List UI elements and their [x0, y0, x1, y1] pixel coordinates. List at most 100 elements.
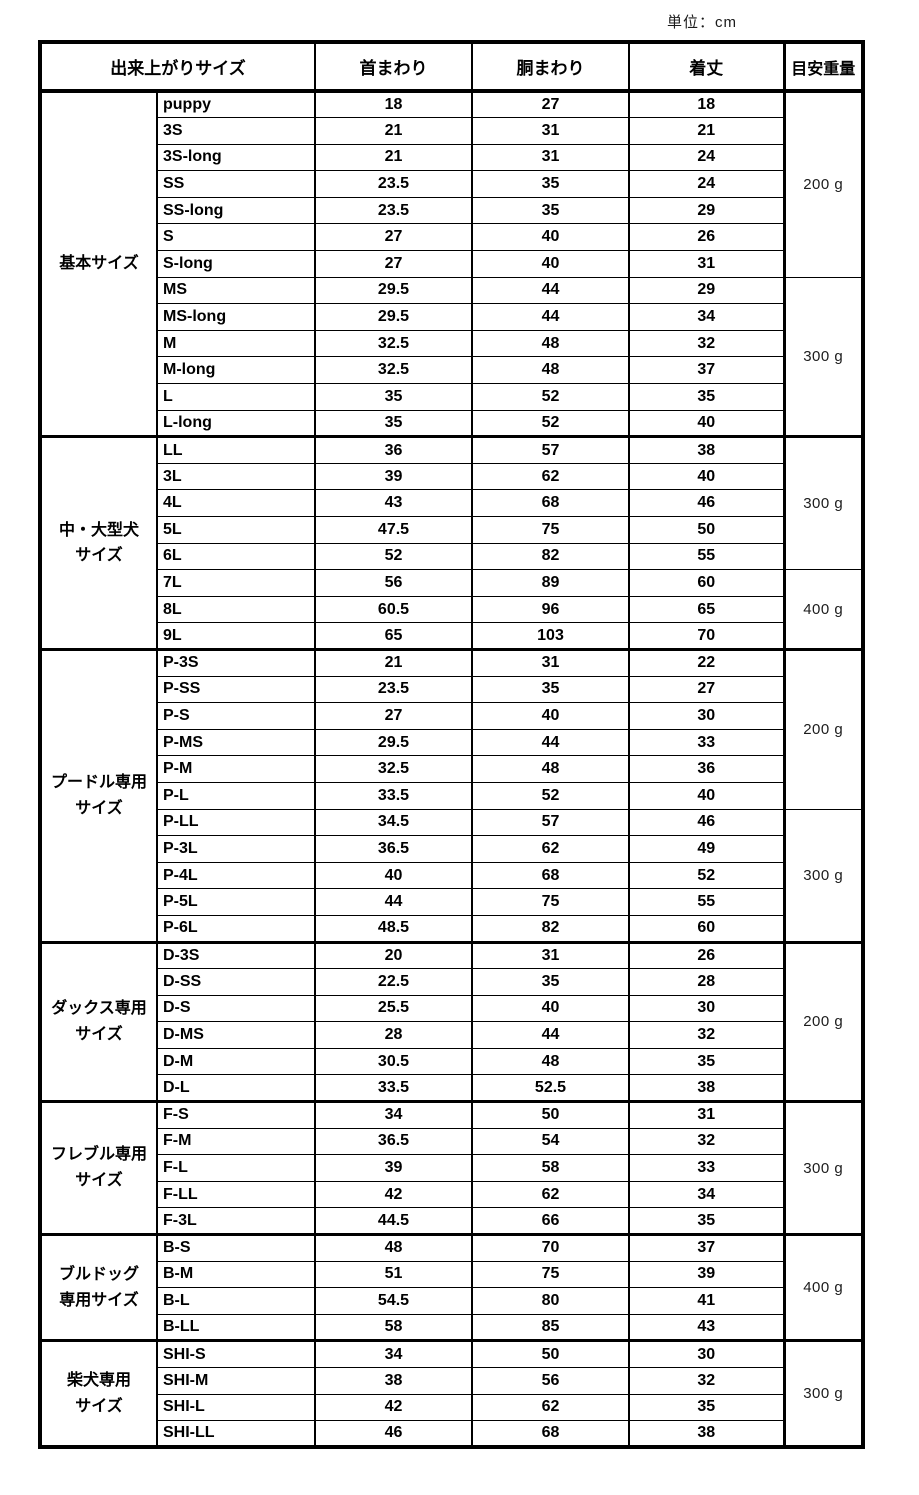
length-cell: 49 — [628, 835, 785, 863]
chest-cell: 48 — [471, 329, 630, 358]
length-cell: 60 — [628, 569, 785, 597]
size-name-cell: 3S-long — [156, 143, 316, 172]
chest-cell: 56 — [471, 1367, 630, 1395]
chest-cell: 40 — [471, 702, 630, 730]
table-row: M-long 32.5 48 37 — [40, 356, 863, 385]
chest-cell: 40 — [471, 223, 630, 252]
neck-cell: 39 — [314, 462, 473, 491]
size-name-cell: D-MS — [156, 1021, 316, 1049]
length-cell: 38 — [628, 1074, 785, 1103]
chest-cell: 68 — [471, 1420, 630, 1448]
neck-cell: 42 — [314, 1393, 473, 1422]
category-cell: 基本サイズ — [39, 89, 158, 438]
chest-cell: 62 — [471, 462, 630, 491]
chest-cell: 80 — [471, 1287, 630, 1315]
neck-cell: 29.5 — [314, 303, 473, 331]
neck-cell: 30.5 — [314, 1047, 473, 1076]
neck-cell: 65 — [314, 622, 473, 650]
table-row: D-S 25.5 40 30 — [40, 994, 863, 1023]
neck-cell: 22.5 — [314, 968, 473, 996]
weight-cell: 300 g — [782, 1100, 864, 1236]
header-length: 着丈 — [628, 41, 785, 93]
size-name-cell: LL — [156, 435, 316, 464]
size-name-cell: SHI-M — [156, 1367, 316, 1395]
table-row: P-MS 29.5 44 33 — [40, 728, 863, 757]
length-cell: 35 — [628, 383, 785, 411]
neck-cell: 27 — [314, 702, 473, 730]
size-name-cell: SHI-LL — [156, 1420, 316, 1448]
length-cell: 50 — [628, 516, 785, 544]
chest-cell: 27 — [471, 89, 630, 119]
neck-cell: 36.5 — [314, 1127, 473, 1156]
size-name-cell: B-L — [156, 1287, 316, 1315]
table-row: プードル専用 サイズ P-3S 21 31 22 200 g — [39, 647, 864, 943]
neck-cell: 21 — [314, 117, 473, 145]
length-cell: 65 — [628, 595, 785, 624]
table-row: 柴犬専用 サイズ SHI-S 34 50 30 300 g — [39, 1339, 864, 1448]
length-cell: 28 — [628, 968, 785, 996]
size-name-cell: L-long — [156, 409, 316, 438]
neck-cell: 36.5 — [314, 835, 473, 863]
neck-cell: 51 — [314, 1260, 473, 1289]
table-row: B-M 51 75 39 — [40, 1260, 863, 1289]
chest-cell: 44 — [471, 276, 630, 305]
size-name-cell: D-L — [156, 1074, 316, 1103]
size-name-cell: D-S — [156, 994, 316, 1023]
size-name-cell: F-S — [156, 1100, 316, 1129]
table-row: D-M 30.5 48 35 — [40, 1047, 863, 1076]
neck-cell: 42 — [314, 1180, 473, 1209]
size-name-cell: B-LL — [156, 1313, 316, 1342]
chest-cell: 35 — [471, 968, 630, 996]
header-neck: 首まわり — [314, 41, 473, 93]
neck-cell: 25.5 — [314, 994, 473, 1023]
chest-cell: 103 — [471, 622, 630, 650]
length-cell: 29 — [628, 196, 785, 225]
size-name-cell: puppy — [156, 89, 316, 119]
length-cell: 21 — [628, 117, 785, 145]
length-cell: 35 — [628, 1047, 785, 1076]
table-row: P-S 27 40 30 — [40, 702, 863, 730]
table-row: L-long 35 52 40 — [40, 409, 863, 438]
chest-cell: 54 — [471, 1127, 630, 1156]
length-cell: 26 — [628, 223, 785, 252]
chest-cell: 70 — [471, 1233, 630, 1262]
neck-cell: 34 — [314, 1100, 473, 1129]
length-cell: 32 — [628, 1367, 785, 1395]
length-cell: 34 — [628, 1180, 785, 1209]
size-name-cell: P-M — [156, 755, 316, 783]
table-row: SHI-L 42 62 35 — [40, 1393, 863, 1422]
length-cell: 39 — [628, 1260, 785, 1289]
neck-cell: 33.5 — [314, 1074, 473, 1103]
length-cell: 40 — [628, 781, 785, 810]
neck-cell: 58 — [314, 1313, 473, 1342]
length-cell: 27 — [628, 675, 785, 704]
chest-cell: 82 — [471, 542, 630, 571]
neck-cell: 56 — [314, 569, 473, 597]
neck-cell: 20 — [314, 940, 473, 970]
table-row: P-3L 36.5 62 49 — [40, 835, 863, 863]
neck-cell: 23.5 — [314, 675, 473, 704]
size-name-cell: F-L — [156, 1154, 316, 1182]
length-cell: 70 — [628, 622, 785, 650]
table-header: 出来上がりサイズ 首まわり 胴まわり 着丈 目安重量 — [39, 41, 864, 93]
neck-cell: 54.5 — [314, 1287, 473, 1315]
neck-cell: 47.5 — [314, 516, 473, 544]
size-name-cell: F-LL — [156, 1180, 316, 1209]
length-cell: 30 — [628, 994, 785, 1023]
table-row: 中・大型犬 サイズ LL 36 57 38 300 g — [39, 435, 864, 650]
chest-cell: 48 — [471, 356, 630, 385]
table-row: P-L 33.5 52 40 — [40, 781, 863, 810]
weight-cell: 300 g — [782, 808, 864, 943]
chest-cell: 62 — [471, 1180, 630, 1209]
length-cell: 60 — [628, 914, 785, 943]
neck-cell: 21 — [314, 647, 473, 677]
table-row: 3S 21 31 21 — [40, 117, 863, 145]
table-row: 基本サイズ puppy 18 27 18 200 g — [39, 89, 864, 438]
neck-cell: 34.5 — [314, 808, 473, 837]
neck-cell: 27 — [314, 223, 473, 252]
chest-cell: 35 — [471, 170, 630, 198]
header-finished-size: 出来上がりサイズ — [39, 41, 316, 93]
chest-cell: 62 — [471, 1393, 630, 1422]
chest-cell: 31 — [471, 117, 630, 145]
size-name-cell: SHI-S — [156, 1339, 316, 1368]
